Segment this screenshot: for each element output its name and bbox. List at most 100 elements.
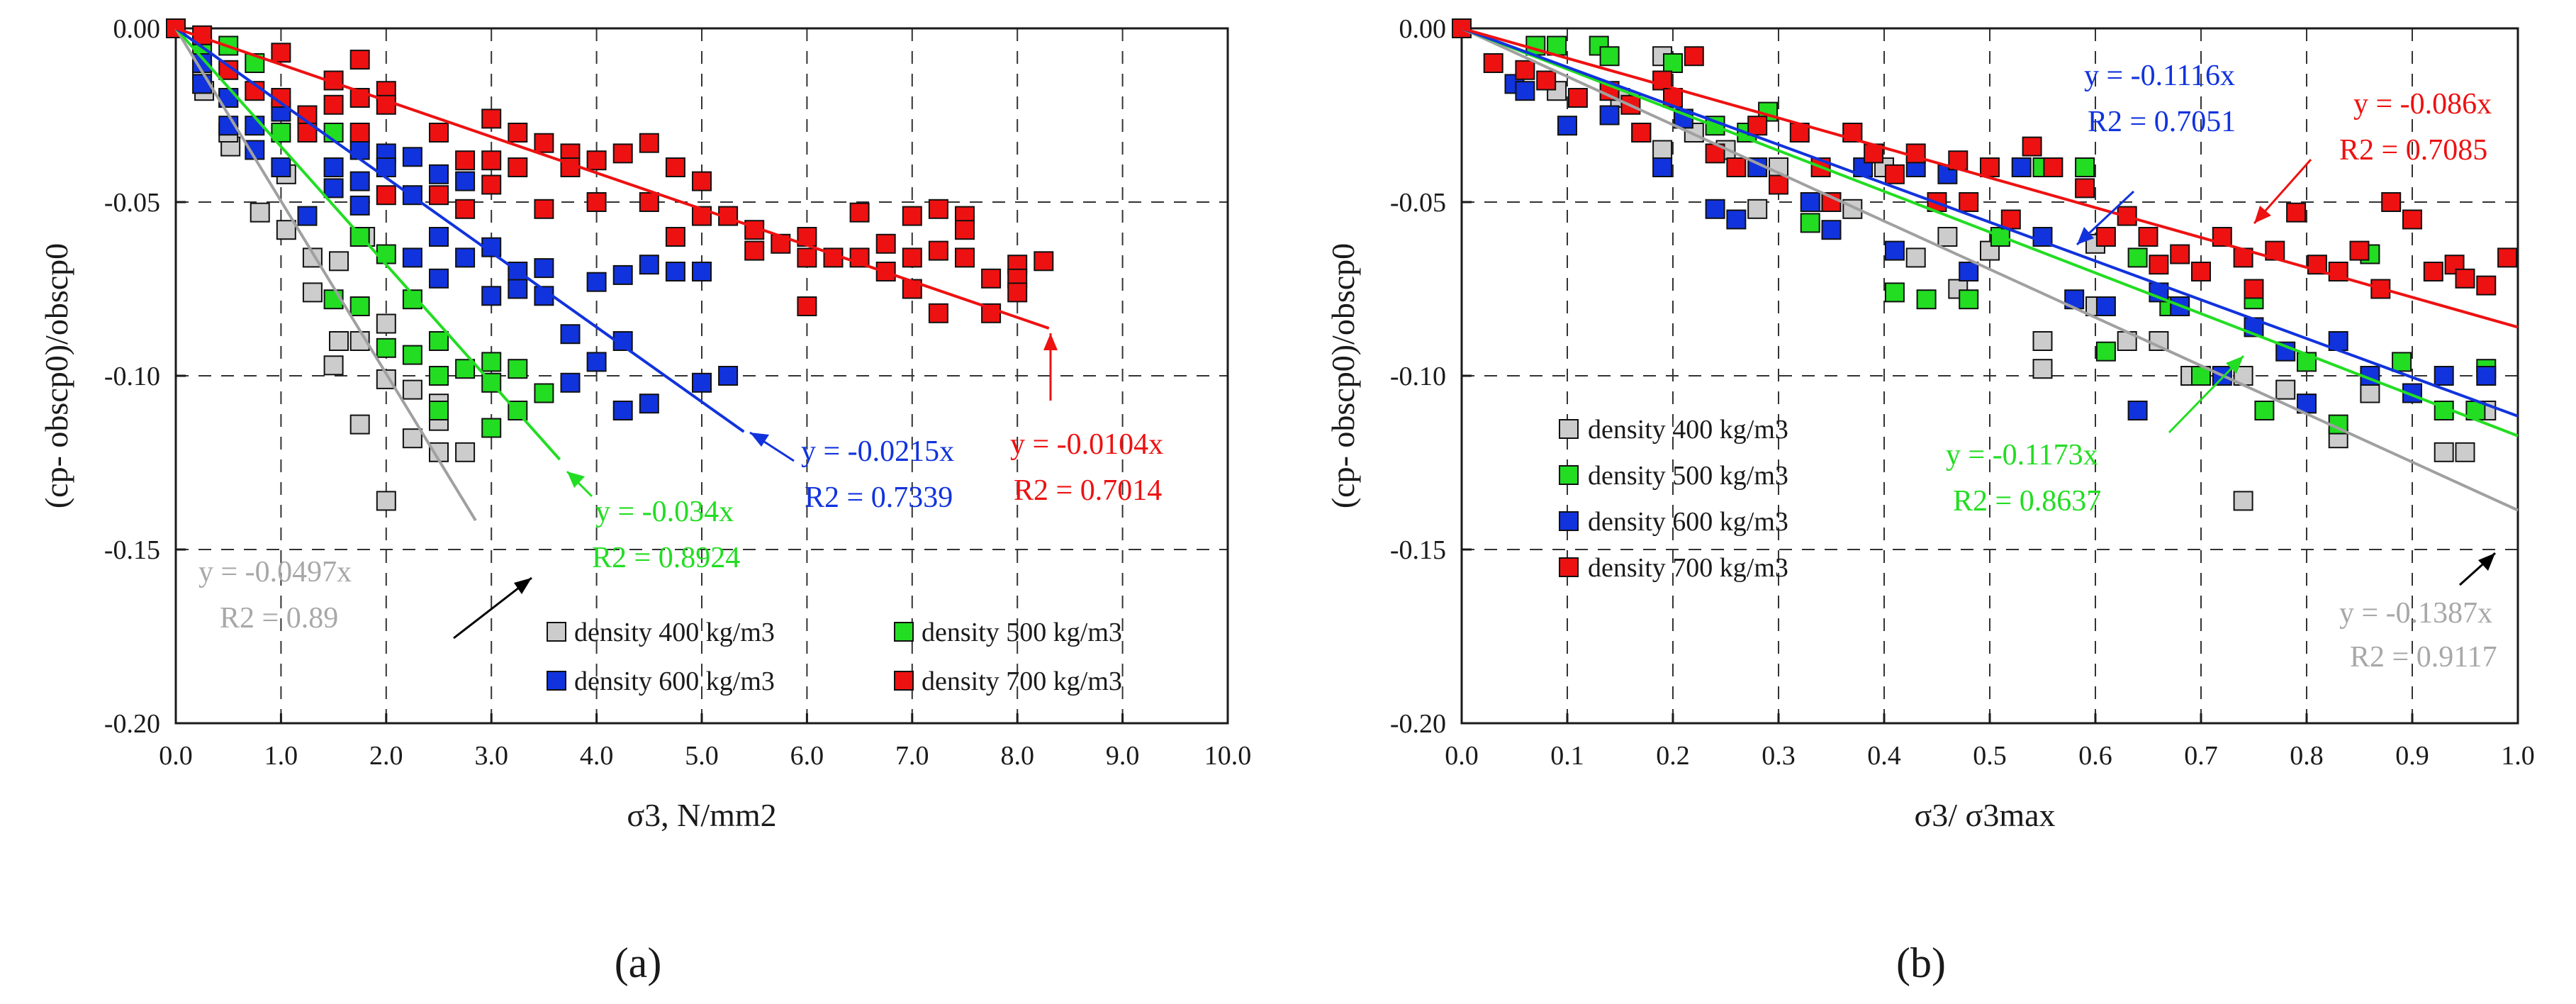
- data-point-600: [560, 372, 581, 393]
- data-point-700: [981, 268, 1002, 289]
- data-point-700: [2075, 178, 2095, 199]
- data-point-600: [1557, 116, 1577, 136]
- data-point-700: [508, 123, 528, 143]
- annotation-700: y = -0.086x R2 = 0.7085: [2253, 88, 2492, 224]
- y-tick-label: -0.20: [104, 709, 160, 739]
- data-point-400: [349, 414, 370, 435]
- svg-text:(cp- obscp0)/obscp0: (cp- obscp0)/obscp0: [1325, 243, 1361, 508]
- legend-label: density 700 kg/m3: [922, 666, 1122, 696]
- trend-line-700: [175, 27, 1050, 330]
- data-point-600: [508, 279, 528, 299]
- data-point-500: [376, 338, 396, 358]
- y-tick-label: -0.10: [1390, 362, 1446, 391]
- data-point-600: [402, 247, 422, 268]
- trend-line-600: [174, 27, 745, 433]
- data-point-700: [586, 192, 607, 212]
- y-axis-ticks: 0.00 -0.05 -0.10 -0.15 -0.20: [1390, 14, 1472, 739]
- data-point-500: [2254, 401, 2275, 420]
- data-point-400: [402, 379, 422, 400]
- data-point-600: [429, 164, 449, 184]
- data-point-700: [2286, 202, 2307, 223]
- data-point-700: [928, 199, 948, 219]
- data-point-400: [2032, 331, 2053, 351]
- data-point-400: [349, 331, 370, 351]
- y-tick-label: -0.20: [1390, 709, 1446, 739]
- data-point-600: [1726, 209, 1747, 230]
- legend-label: density 700 kg/m3: [1588, 553, 1788, 583]
- legend-label: density 600 kg/m3: [1588, 507, 1788, 537]
- data-point-700: [481, 108, 502, 129]
- data-point-700: [1515, 60, 1535, 80]
- data-point-400: [1937, 227, 1958, 247]
- data-point-600: [349, 171, 370, 191]
- data-point-400: [323, 355, 344, 376]
- legend-swatch: [1559, 511, 1579, 531]
- data-point-700: [744, 240, 765, 261]
- data-point-700: [2497, 247, 2518, 268]
- data-point-700: [455, 150, 476, 171]
- y-tick-label: -0.10: [104, 362, 160, 391]
- data-point-700: [797, 247, 817, 268]
- data-point-500: [2127, 247, 2148, 268]
- data-point-400: [2360, 383, 2380, 403]
- data-point-400: [2233, 491, 2253, 511]
- r2-600: R2 = 0.7051: [2088, 106, 2236, 138]
- annotation-600: y = -0.1116x R2 = 0.7051: [2076, 60, 2236, 246]
- scatter-points: [1452, 18, 2518, 511]
- x-axis-ticks: 0.0 1.0 2.0 3.0 4.0 5.0 6.0 7.0 8.0 9.0 10.0: [159, 713, 1251, 771]
- x-tick-label: 7.0: [895, 741, 929, 771]
- y-axis-ticks: 0.00 -0.05 -0.10 -0.15 -0.20: [104, 14, 186, 739]
- data-point-600: [481, 286, 502, 306]
- annotation-600: y = -0.0215x R2 = 0.7339: [749, 431, 954, 514]
- x-tick-label: 9.0: [1106, 741, 1140, 771]
- data-point-700: [2138, 227, 2158, 247]
- arrowhead-icon: [750, 433, 769, 447]
- data-point-400: [402, 428, 422, 449]
- data-point-600: [402, 147, 422, 167]
- chart-panel-a: 0.0 1.0 2.0 3.0 4.0 5.0 6.0 7.0 8.0 9.0 10.0 0.00 -…: [38, 14, 1251, 986]
- data-point-400: [302, 282, 323, 303]
- data-point-600: [1599, 105, 1620, 126]
- x-tick-label: 0.0: [159, 741, 193, 771]
- legend-label: density 500 kg/m3: [922, 618, 1122, 647]
- data-point-700: [849, 202, 870, 223]
- data-point-400: [2032, 359, 2053, 379]
- data-point-500: [429, 331, 449, 351]
- data-point-600: [586, 352, 607, 372]
- r2-400: R2 = 0.89: [220, 602, 338, 635]
- data-point-700: [955, 220, 975, 240]
- data-point-400: [2275, 379, 2296, 400]
- trend-line-500: [1461, 27, 2519, 437]
- y-axis-label: (cp- obscp0)/obscp0: [1325, 243, 1361, 508]
- data-point-600: [297, 206, 318, 226]
- data-point-700: [481, 150, 502, 171]
- data-point-700: [2423, 262, 2443, 281]
- data-point-600: [1959, 262, 1979, 281]
- data-point-500: [1599, 46, 1620, 67]
- data-point-600: [218, 116, 239, 136]
- x-tick-label: 0.3: [1762, 741, 1796, 771]
- data-point-700: [665, 227, 685, 247]
- legend-item-400: density 400 kg/m3: [547, 618, 775, 647]
- data-point-700: [2402, 209, 2422, 230]
- x-tick-label: 3.0: [474, 741, 508, 771]
- y-tick-label: 0.00: [1399, 14, 1447, 44]
- trend-line-600: [1461, 27, 2519, 418]
- data-point-600: [323, 157, 344, 177]
- r2-400: R2 = 0.9117: [2350, 641, 2497, 674]
- legend-swatch: [547, 622, 566, 642]
- data-point-400: [376, 313, 396, 334]
- legend: density 400 kg/m3 density 500 kg/m3 dens…: [1559, 415, 1788, 583]
- y-tick-label: -0.15: [104, 535, 160, 565]
- legend-swatch: [1559, 557, 1579, 577]
- chart-panel-b: 0.0 0.1 0.2 0.3 0.4 0.5 0.6 0.7 0.8 0.9 1.0 0.00 -0…: [1325, 14, 2535, 986]
- data-point-600: [612, 264, 633, 285]
- r2-700: R2 = 0.7085: [2339, 134, 2487, 167]
- x-axis-ticks: 0.0 0.1 0.2 0.3 0.4 0.5 0.6 0.7 0.8 0.9 1.0: [1445, 713, 2535, 771]
- data-point-700: [2000, 209, 2021, 230]
- equation-700: y = -0.0104x: [1010, 428, 1163, 461]
- data-point-700: [481, 174, 502, 195]
- data-point-400: [376, 491, 396, 511]
- data-point-700: [2381, 192, 2402, 212]
- data-point-700: [349, 123, 370, 143]
